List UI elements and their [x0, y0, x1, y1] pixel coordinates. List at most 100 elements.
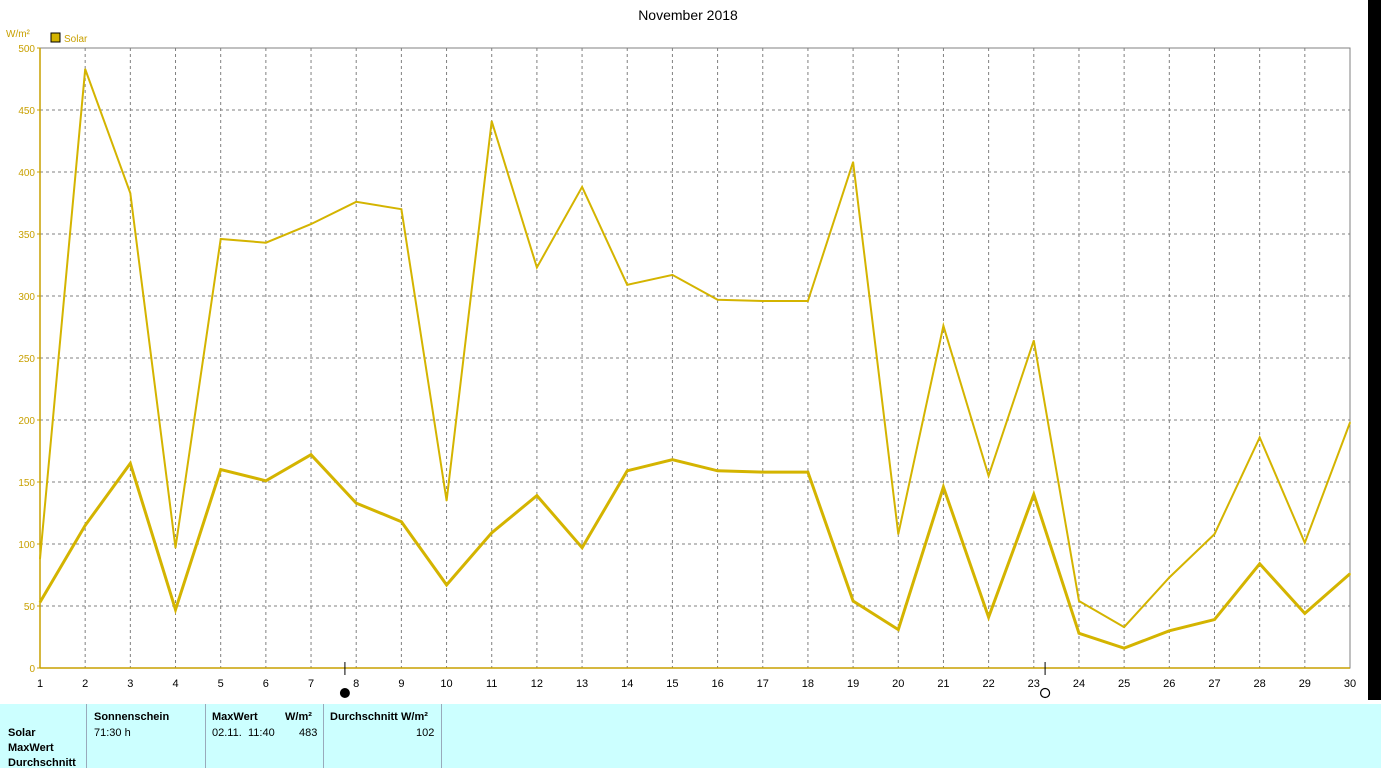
y-tick-label: 100 [18, 540, 35, 551]
x-tick-label: 13 [576, 678, 588, 690]
sun-header: Sonnenschein [94, 711, 170, 723]
new-moon-icon [1039, 687, 1051, 699]
y-tick-label: 0 [29, 664, 35, 675]
data-point [1168, 576, 1171, 579]
data-point [852, 600, 854, 602]
data-point [987, 616, 990, 618]
data-point [761, 471, 764, 473]
moon-markers [339, 662, 1051, 699]
data-point [219, 468, 222, 471]
x-tick-label: 12 [531, 678, 543, 690]
data-point [852, 161, 854, 163]
data-point [1304, 612, 1306, 615]
data-point [174, 608, 177, 611]
data-point [626, 470, 629, 472]
data-point [536, 266, 538, 269]
y-axis-label: W/m² [6, 29, 31, 40]
x-tick-label: 25 [1118, 678, 1130, 690]
y-tick-label: 150 [18, 478, 35, 489]
series-line-solar-thin [39, 68, 1351, 629]
data-point [1349, 572, 1351, 575]
data-point [400, 208, 403, 210]
data-point [761, 300, 764, 302]
max-date: 02.11. [212, 727, 242, 739]
data-point [400, 520, 403, 523]
data-point [1258, 436, 1261, 439]
x-tick-label: 9 [398, 678, 404, 690]
x-tick-label: 20 [892, 678, 904, 690]
data-point [942, 324, 945, 327]
data-point [490, 120, 493, 122]
data-point [1213, 533, 1216, 535]
data-point [174, 546, 177, 549]
legend-swatch [50, 32, 61, 43]
data-point [536, 494, 538, 497]
y-tick-label: 400 [18, 168, 35, 179]
sun-value: 71:30 h [94, 727, 131, 739]
x-tick-label: 28 [1254, 678, 1266, 690]
y-tick-label: 450 [18, 106, 35, 117]
data-point [671, 458, 674, 461]
x-tick-label: 14 [621, 678, 633, 690]
x-tick-label: 18 [802, 678, 814, 690]
x-tick-label: 6 [263, 678, 269, 690]
data-point [445, 499, 448, 502]
data-point [265, 479, 267, 482]
data-point [581, 546, 583, 549]
data-point [1123, 626, 1125, 628]
x-tick-labels: 1 2 3 4 5 6 7 8 9 10 11 12 13 14 15 16 17 18 19 20 21 22 23 24 2… [37, 678, 1356, 690]
x-tick-label: 3 [127, 678, 133, 690]
data-point [897, 628, 900, 631]
grid [39, 47, 1351, 669]
y-tick-label: 300 [18, 292, 35, 303]
x-tick-label: 29 [1299, 678, 1311, 690]
x-tick-label: 8 [353, 678, 359, 690]
row-label-maxwert: MaxWert [8, 742, 54, 754]
data-point [1032, 339, 1035, 342]
data-point [1258, 563, 1261, 565]
data-point [716, 298, 719, 301]
x-tick-label: 11 [486, 678, 497, 690]
x-tick-label: 26 [1163, 678, 1175, 690]
full-moon-icon [339, 688, 350, 698]
data-point [897, 533, 900, 535]
x-tick-label: 2 [82, 678, 88, 690]
window-edge [1368, 0, 1381, 700]
x-tick-label: 17 [757, 678, 769, 690]
data-point [581, 186, 583, 188]
data-point [39, 601, 41, 604]
max-time: 11:40 [248, 727, 275, 739]
data-point [716, 470, 719, 472]
x-tick-label: 1 [37, 678, 43, 690]
x-tick-label: 16 [711, 678, 723, 690]
data-point [1168, 630, 1171, 632]
legend-label-solar: Solar [64, 34, 88, 45]
data-point [807, 471, 809, 473]
data-point [355, 502, 358, 504]
y-tick-label: 200 [18, 416, 35, 427]
y-tick-labels: 0 50 100 150 200 250 300 350 400 450 500 [18, 44, 40, 675]
data-point [84, 68, 86, 70]
series-lines [38, 68, 1351, 650]
data-point [1078, 600, 1080, 602]
series-line-solar-thick [38, 452, 1351, 650]
stats-panel: Solar MaxWert Durchschnitt Sonnenschein … [0, 704, 1381, 769]
data-point [671, 274, 674, 276]
data-point [265, 241, 267, 244]
data-point [1304, 541, 1306, 544]
data-point [1349, 421, 1351, 424]
avg-value: 102 [416, 727, 435, 739]
x-tick-label: 27 [1208, 678, 1220, 690]
x-tick-label: 19 [847, 678, 859, 690]
y-tick-label: 250 [18, 354, 35, 365]
x-tick-label: 24 [1073, 678, 1085, 690]
x-tick-label: 4 [172, 678, 178, 690]
x-tick-label: 5 [218, 678, 224, 690]
row-label-durchschnitt: Durchschnitt [8, 757, 76, 769]
x-tick-label: 10 [440, 678, 452, 690]
chart-title: November 2018 [638, 7, 738, 23]
data-point [219, 238, 222, 240]
max-unit: W/m² [285, 711, 312, 723]
x-tick-label: 22 [982, 678, 994, 690]
data-point [445, 584, 448, 586]
